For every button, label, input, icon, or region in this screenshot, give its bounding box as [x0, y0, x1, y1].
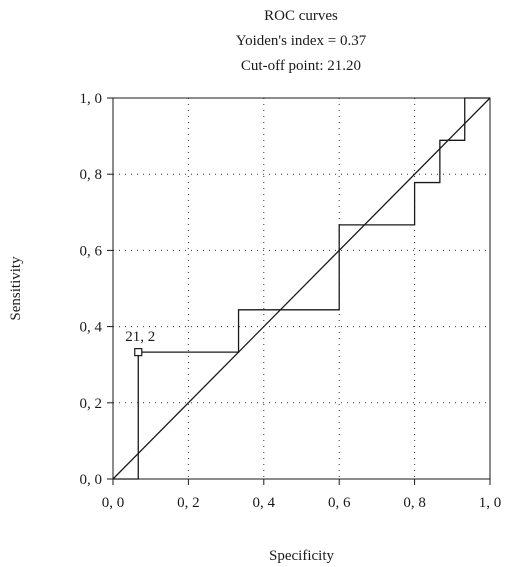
x-tick-label: 0, 6	[328, 495, 351, 511]
x-tick-label: 0, 8	[403, 495, 426, 511]
chart-title-line-2: Yoiden's index = 0.37	[236, 33, 367, 49]
reference-diagonal-line	[112, 97, 491, 480]
annotations: 21, 2	[125, 329, 155, 357]
chart-title-line-3: Cut-off point: 21.20	[241, 58, 361, 74]
y-tick-label: 1, 0	[80, 91, 103, 107]
cutoff-marker	[134, 348, 143, 357]
cutoff-label: 21, 2	[125, 329, 155, 345]
axis-ticks: 0, 0 0, 2 0, 4 0, 6 0, 8 1, 0 0, 0 0, 2 0, 4 0, 6…	[80, 91, 502, 511]
y-tick-label: 0, 2	[80, 396, 103, 412]
y-tick-label: 0, 6	[80, 243, 103, 259]
y-tick-label: 0, 0	[80, 472, 103, 488]
chart-title-line-1: ROC curves	[264, 8, 338, 24]
x-axis-label: Specificity	[269, 548, 334, 564]
x-tick-label: 0, 4	[253, 495, 276, 511]
y-axis-label: Sensitivity	[8, 256, 24, 321]
roc-step-curve	[113, 97, 490, 480]
plot-frame	[112, 97, 491, 480]
x-tick-label: 0, 0	[102, 495, 125, 511]
x-tick-label: 1, 0	[479, 495, 502, 511]
x-tick-label: 0, 2	[177, 495, 200, 511]
y-tick-label: 0, 8	[80, 167, 103, 183]
y-tick-label: 0, 4	[80, 320, 103, 336]
series	[112, 97, 491, 480]
chart-title: ROC curves Yoiden's index = 0.37 Cut-off…	[236, 8, 367, 74]
